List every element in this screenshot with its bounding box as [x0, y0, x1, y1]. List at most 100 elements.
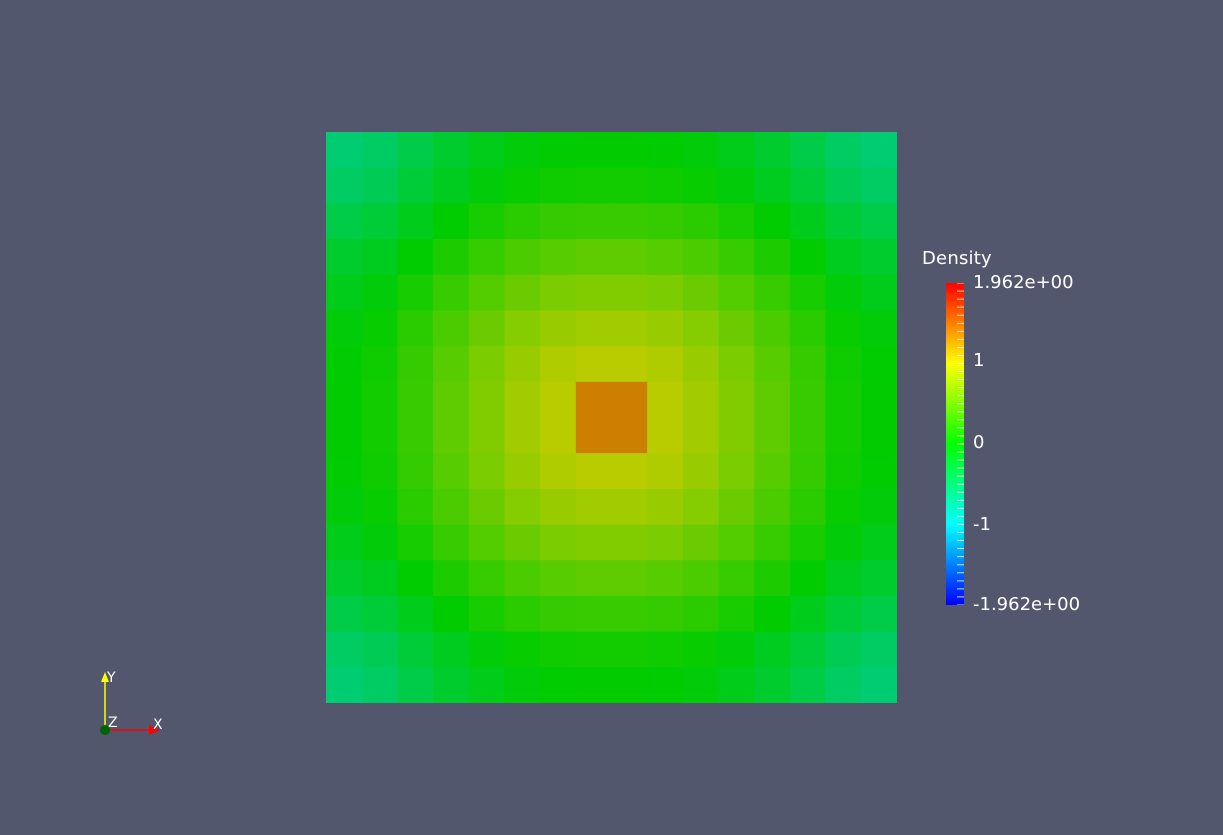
heatmap-cell — [789, 346, 827, 383]
heatmap-cell — [754, 381, 791, 419]
heatmap-cell — [575, 310, 613, 347]
heatmap-cell — [433, 167, 470, 204]
heatmap-cell — [789, 274, 827, 312]
heatmap-cell — [682, 560, 720, 597]
heatmap-cell — [361, 274, 398, 312]
heatmap-cell — [504, 203, 541, 240]
heatmap-cell — [504, 167, 541, 204]
heatmap-cell — [718, 524, 755, 561]
heatmap-cell — [433, 524, 470, 561]
heatmap-cell — [789, 631, 827, 668]
heatmap-cell — [397, 417, 434, 454]
heatmap-cell — [326, 381, 363, 419]
heatmap-cell — [718, 667, 755, 703]
heatmap-cell — [789, 381, 827, 419]
heatmap-cell — [825, 417, 862, 454]
heatmap-cell — [540, 488, 577, 526]
heatmap-cell — [825, 274, 862, 312]
heatmap-cell — [504, 524, 541, 561]
heatmap-cell — [326, 595, 363, 633]
heatmap-cell — [575, 167, 613, 204]
heatmap-cell — [361, 488, 398, 526]
heatmap-cell — [647, 203, 684, 240]
heatmap-cell — [647, 667, 684, 703]
heatmap-cell — [647, 274, 684, 312]
heatmap-cell — [397, 631, 434, 668]
heatmap-cell — [861, 524, 897, 561]
heatmap-cell — [397, 203, 434, 240]
heatmap-cell — [682, 631, 720, 668]
heatmap-cell — [397, 310, 434, 347]
heatmap-cell — [540, 524, 577, 561]
heatmap-cell — [540, 203, 577, 240]
heatmap-cell — [504, 595, 541, 633]
heatmap-cell — [326, 560, 363, 597]
heatmap-cell — [861, 381, 897, 419]
heatmap-cell — [682, 346, 720, 383]
heatmap-cell — [575, 346, 613, 383]
heatmap-cell — [718, 203, 755, 240]
heatmap-cell — [468, 132, 506, 169]
colorbar-max-label: 1.962e+00 — [973, 272, 1074, 293]
heatmap-cell — [611, 524, 648, 561]
heatmap-cell — [682, 274, 720, 312]
colorbar-tick-label: 1 — [973, 349, 985, 371]
heatmap-cell — [647, 417, 684, 454]
heatmap-cell — [433, 631, 470, 668]
colorbar-tick-label: 0 — [973, 432, 985, 453]
heatmap-cell — [326, 167, 363, 204]
heatmap-cell — [825, 167, 862, 204]
heatmap-cell — [433, 381, 470, 419]
heatmap-cell — [611, 417, 648, 454]
heatmap-cell — [433, 239, 470, 276]
heatmap-cell — [825, 346, 862, 383]
heatmap-cell — [397, 667, 434, 703]
heatmap-cell — [468, 417, 506, 454]
heatmap-cell — [754, 595, 791, 633]
heatmap-cell — [861, 167, 897, 204]
x-axis-label: X — [153, 717, 163, 733]
heatmap-cell — [647, 132, 684, 169]
heatmap-cell — [861, 132, 897, 169]
heatmap-cell — [754, 524, 791, 561]
heatmap-cell — [433, 667, 470, 703]
heatmap-cell — [361, 239, 398, 276]
heatmap-cell — [825, 631, 862, 668]
x-axis-arrow — [149, 725, 160, 735]
heatmap-cell — [468, 274, 506, 312]
heatmap-cell — [326, 132, 363, 169]
heatmap-cell — [468, 631, 506, 668]
heatmap-cell — [861, 274, 897, 312]
density-heatmap — [326, 132, 897, 703]
heatmap-cell — [468, 346, 506, 383]
z-axis-dot — [100, 725, 110, 735]
heatmap-cell — [326, 667, 363, 703]
heatmap-cell — [468, 453, 506, 490]
heatmap-cell — [754, 167, 791, 204]
heatmap-cell — [397, 524, 434, 561]
heatmap-cell — [397, 381, 434, 419]
heatmap-cell — [326, 631, 363, 668]
heatmap-cell — [611, 595, 648, 633]
heatmap-cell — [575, 132, 613, 169]
heatmap-cell — [433, 274, 470, 312]
heatmap-cell — [433, 595, 470, 633]
heatmap-cell — [789, 417, 827, 454]
heatmap-cell — [611, 239, 648, 276]
heatmap-cell — [789, 667, 827, 703]
heatmap-cell — [504, 560, 541, 597]
heatmap-cell — [540, 560, 577, 597]
heatmap-cell — [397, 488, 434, 526]
z-axis-label: Z — [108, 715, 118, 731]
heatmap-cell — [861, 488, 897, 526]
heatmap-cell — [825, 203, 862, 240]
heatmap-cell — [647, 310, 684, 347]
heatmap-cell — [540, 239, 577, 276]
heatmap-cell — [718, 167, 755, 204]
heatmap-cell — [361, 667, 398, 703]
heatmap-cell — [647, 167, 684, 204]
heatmap-cell — [647, 239, 684, 276]
heatmap-cell — [540, 667, 577, 703]
heatmap-cell — [682, 417, 720, 454]
